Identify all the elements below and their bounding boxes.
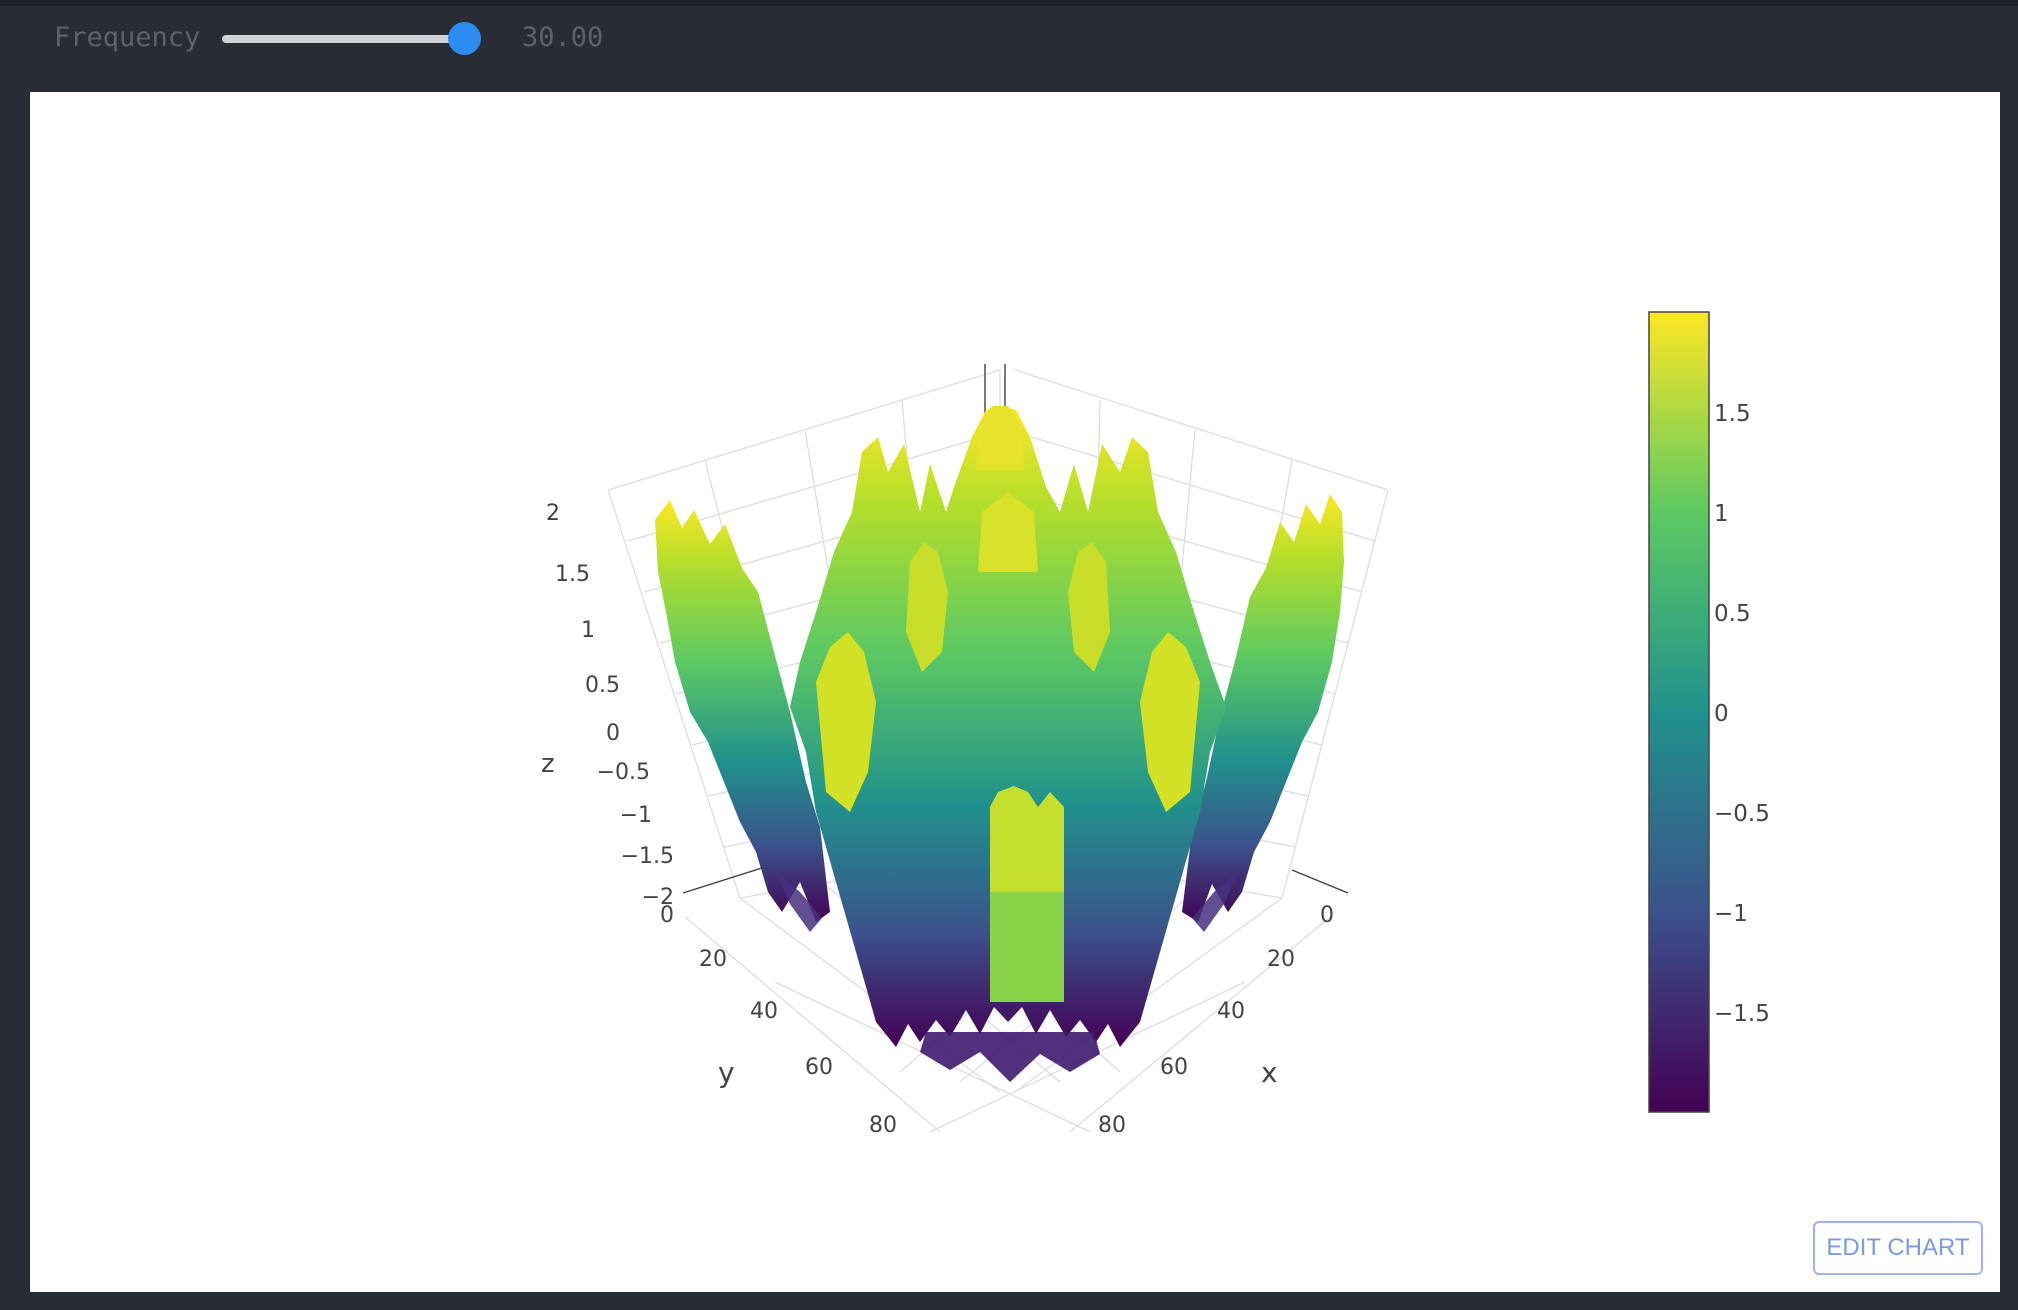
z-tick-neg1.5: −1.5 xyxy=(621,844,674,869)
colorbar-ticks: 1.5 1 0.5 0 −0.5 −1 −1.5 xyxy=(1714,401,1770,1027)
surface-plot xyxy=(655,406,1344,1082)
z-tick-neg0.5: −0.5 xyxy=(597,760,650,785)
x-tick-0: 0 xyxy=(1320,903,1334,928)
y-axis-title: y xyxy=(718,1056,735,1089)
y-tick-80: 80 xyxy=(869,1113,897,1138)
surface-central-ridge-shade xyxy=(990,892,1064,1002)
z-tick-1.5: 1.5 xyxy=(555,562,590,587)
colorbar-tick-neg1.5: −1.5 xyxy=(1714,1001,1770,1027)
top-edge xyxy=(0,0,2018,6)
chart-panel: 2 1.5 1 0.5 0 −0.5 −1 −1.5 −2 z 0 20 40 … xyxy=(30,92,2000,1292)
y-tick-0: 0 xyxy=(660,903,674,928)
colorbar-tick-1.5: 1.5 xyxy=(1714,401,1751,427)
x-axis-title: x xyxy=(1261,1056,1278,1089)
surface-peak-upper xyxy=(978,492,1038,572)
frequency-slider-track[interactable] xyxy=(222,35,472,43)
colorbar-tick-0: 0 xyxy=(1714,701,1729,727)
surface-trough-left xyxy=(776,872,822,932)
colorbar xyxy=(1648,311,1710,1113)
x-tick-40: 40 xyxy=(1217,999,1245,1024)
edit-chart-button[interactable]: EDIT CHART xyxy=(1813,1221,1983,1275)
y-tick-40: 40 xyxy=(750,999,778,1024)
colorbar-tick-1: 1 xyxy=(1714,501,1729,527)
frequency-value: 30.00 xyxy=(522,22,604,53)
surface-trough-right xyxy=(1192,872,1238,932)
colorbar-tick-neg0.5: −0.5 xyxy=(1714,801,1770,827)
control-bar: Frequency 30.00 xyxy=(0,0,2018,92)
frequency-label: Frequency xyxy=(54,22,201,53)
surface-trough-bottom xyxy=(920,1032,1100,1082)
surface-peak-mid-right xyxy=(1068,542,1110,672)
surface-chart[interactable]: 2 1.5 1 0.5 0 −0.5 −1 −1.5 −2 z 0 20 40 … xyxy=(30,92,2000,1292)
surface-central-body xyxy=(790,406,1226,1047)
z-tick-2: 2 xyxy=(546,501,560,526)
surface-peak-top xyxy=(976,406,1024,470)
z-tick-neg2: −2 xyxy=(642,885,674,910)
surface-peak-mid-left xyxy=(906,542,948,672)
colorbar-tick-0.5: 0.5 xyxy=(1714,601,1751,627)
surface-right-wing xyxy=(1182,494,1344,922)
colorbar-tick-neg1: −1 xyxy=(1714,901,1748,927)
y-tick-60: 60 xyxy=(805,1055,833,1080)
z-axis-title: z xyxy=(541,749,555,779)
x-tick-80: 80 xyxy=(1098,1113,1126,1138)
x-tick-60: 60 xyxy=(1160,1055,1188,1080)
x-tick-20: 20 xyxy=(1267,947,1295,972)
z-tick-0.5: 0.5 xyxy=(585,673,620,698)
y-tick-20: 20 xyxy=(699,947,727,972)
z-tick-neg1: −1 xyxy=(620,803,652,828)
surface-peak-inner-left xyxy=(816,632,876,812)
surface-peak-inner-right xyxy=(1140,632,1200,812)
z-tick-0: 0 xyxy=(606,721,620,746)
frequency-slider-thumb[interactable] xyxy=(448,22,481,55)
surface-left-wing xyxy=(655,500,830,922)
z-tick-1: 1 xyxy=(581,618,595,643)
